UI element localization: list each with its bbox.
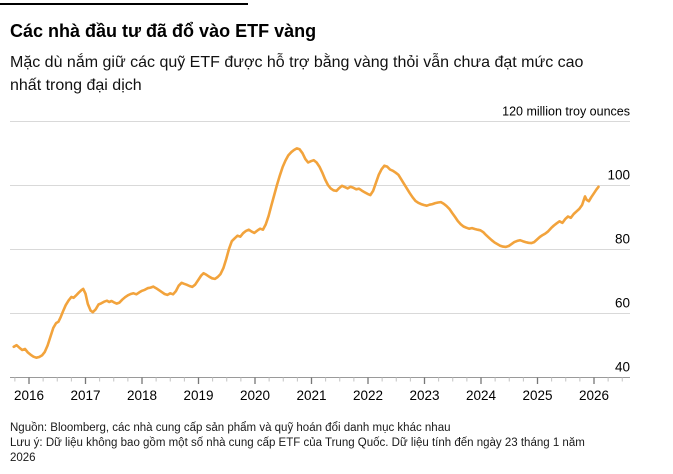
x-axis-label: 2017 (70, 388, 100, 403)
y-axis-label: 80 (615, 232, 630, 247)
x-axis-label: 2016 (14, 388, 44, 403)
top-rule (0, 3, 248, 5)
source-note: Nguồn: Bloomberg, các nhà cung cấp sản p… (10, 422, 451, 434)
y-axis-unit-label: 120 million troy ounces (502, 105, 630, 119)
x-axis-label: 2019 (183, 388, 213, 403)
x-axis-label: 2026 (579, 388, 609, 403)
x-axis-label: 2023 (409, 388, 439, 403)
holdings-line (12, 147, 600, 359)
y-axis-label: 100 (607, 168, 630, 183)
y-axis-label: 40 (615, 360, 630, 375)
y-axis-label: 60 (615, 296, 630, 311)
x-axis-label: 2021 (296, 388, 326, 403)
chart-title: Các nhà đầu tư đã đổ vào ETF vàng (10, 21, 317, 41)
x-axis-label: 2025 (522, 388, 552, 403)
x-axis-label: 2024 (466, 388, 497, 403)
x-axis-label: 2018 (127, 388, 157, 403)
footnotes: Nguồn: Bloomberg, các nhà cung cấp sản p… (10, 421, 585, 466)
chart-subtitle: Mặc dù nắm giữ các quỹ ETF được hỗ trợ b… (10, 54, 584, 94)
data-note: Lưu ý: Dữ liệu không bao gồm một số nhà … (10, 437, 585, 464)
x-axis-label: 2022 (353, 388, 383, 403)
x-axis-label: 2020 (240, 388, 270, 403)
